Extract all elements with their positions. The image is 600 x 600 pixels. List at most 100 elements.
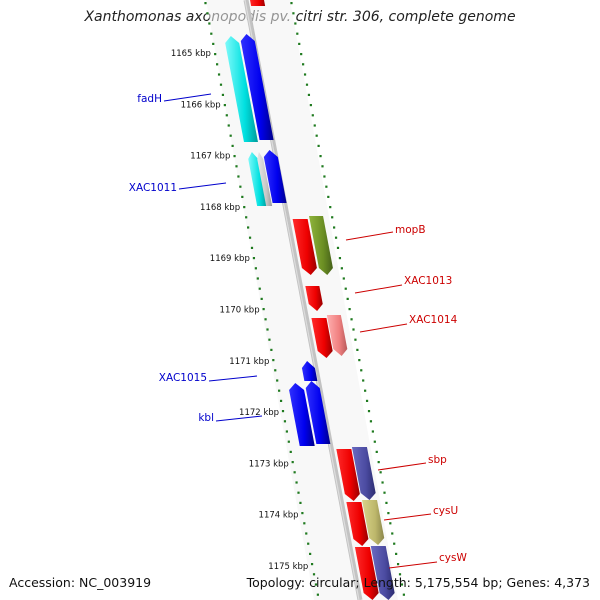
border-dot (350, 318, 353, 321)
border-dot (292, 12, 295, 15)
border-dot (285, 430, 288, 433)
border-dot (252, 257, 256, 260)
border-dot (389, 522, 392, 525)
kbp-label: 1167 kbp (190, 152, 230, 162)
cysU-cog-block (362, 500, 385, 545)
border-dot (362, 379, 365, 382)
border-dot (297, 491, 300, 494)
border-dot (262, 308, 265, 311)
border-dot (227, 124, 230, 127)
border-dot (243, 206, 246, 209)
border-dot (323, 175, 326, 178)
gene-label-leader (377, 462, 427, 471)
border-dot (217, 73, 221, 76)
gene-label-leader (383, 513, 432, 521)
border-dot (258, 287, 261, 290)
kbp-scale: 1165 kbp 1166 kbp 1167 kbp 1168 kbp 1169 kbp… (171, 49, 309, 572)
gene-label-leader (208, 375, 258, 382)
border-dot (321, 165, 324, 168)
border-dot (290, 2, 293, 5)
border-dot (266, 328, 269, 331)
border-dot (303, 73, 307, 76)
border-dot (301, 512, 304, 515)
kbp-label: 1175 kbp (268, 562, 308, 572)
border-dot (402, 593, 405, 596)
gene-label-leader (163, 93, 212, 102)
border-dot (276, 379, 279, 382)
right-dotted-border (290, 2, 405, 596)
border-dot (316, 593, 319, 596)
border-dot (214, 53, 217, 56)
border-dot (289, 450, 292, 453)
gene-label-xac1015: XAC1015 (159, 372, 207, 384)
reverse-slot-band (206, 0, 356, 600)
border-dot (239, 185, 242, 188)
border-dot (327, 195, 330, 198)
border-dot (340, 267, 343, 270)
kbp-label: 1172 kbp (239, 408, 279, 418)
border-dot (333, 226, 336, 229)
sbp-arrow (336, 449, 360, 501)
border-dot (245, 216, 248, 219)
border-dot (305, 532, 308, 535)
border-dot (287, 440, 290, 443)
gene-label-fadh: fadH (137, 93, 162, 105)
border-dot (313, 124, 316, 127)
border-dot (299, 501, 302, 504)
border-dot (309, 552, 312, 555)
border-dot (395, 552, 398, 555)
kbp-label: 1171 kbp (229, 357, 269, 367)
border-dot (296, 32, 299, 35)
border-dot (302, 63, 305, 66)
XAC1011-arrow (263, 150, 287, 203)
kbl-arrow (305, 381, 331, 444)
border-dot (212, 42, 215, 45)
gene-fragment-top (250, 0, 266, 6)
border-dot (248, 236, 252, 239)
border-dot (223, 104, 226, 107)
border-dot (319, 155, 322, 158)
border-dot (256, 277, 259, 280)
border-dot (377, 461, 380, 464)
gene-label-xac1011: XAC1011 (129, 182, 177, 194)
XAC1014-cog-block (326, 315, 348, 356)
border-dot (400, 583, 404, 586)
border-dot (396, 563, 400, 566)
border-dot (367, 410, 371, 413)
fadH-arrow (240, 34, 274, 140)
kbp-label: 1165 kbp (171, 49, 211, 59)
border-dot (329, 206, 332, 209)
kbl-cog-block (289, 383, 315, 446)
XAC1014-arrow (311, 318, 333, 358)
border-dot (247, 226, 250, 229)
border-dot (358, 359, 361, 362)
border-dot (387, 512, 390, 515)
cysW-cog-block (370, 546, 395, 600)
border-dot (354, 338, 357, 341)
gene-label-kbl: kbl (198, 412, 214, 424)
border-dot (281, 410, 285, 413)
gene-label-leader (178, 182, 227, 190)
kbp-label: 1168 kbp (200, 203, 240, 213)
border-dot (309, 104, 312, 107)
border-dot (352, 328, 355, 331)
gene-label-leader (388, 561, 438, 569)
border-dot (391, 532, 394, 535)
gene-labels: fadH XAC1011 mopB XAC1013 XAC1014 XAC1015 kbl s… (129, 93, 467, 569)
gene-label-leader (354, 284, 403, 294)
border-dot (314, 583, 318, 586)
border-dot (225, 114, 228, 117)
border-dot (398, 573, 402, 576)
border-dot (356, 348, 359, 351)
mopB-arrow (292, 219, 317, 275)
sbp-cog-block (351, 447, 376, 500)
border-dot (264, 318, 267, 321)
border-dot (294, 22, 297, 25)
border-dot (305, 83, 309, 86)
border-dot (373, 440, 376, 443)
cysW-arrow (354, 547, 379, 600)
border-dot (233, 155, 236, 158)
border-dot (338, 257, 342, 260)
accession-text: Accession: NC_003919 (9, 575, 152, 590)
map-title: Xanthomonas axonopodis pv. citri str. 30… (84, 9, 516, 25)
